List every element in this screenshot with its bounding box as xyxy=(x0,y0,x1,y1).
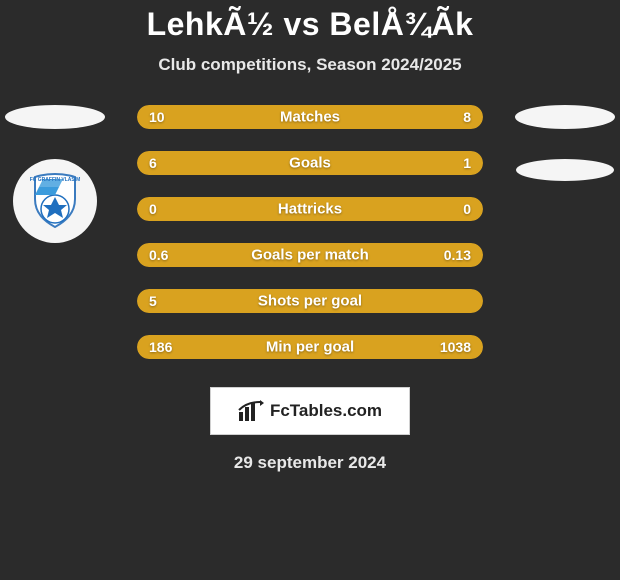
stat-value-right: 0.13 xyxy=(444,247,471,263)
stat-row-goals: 6 1 Goals xyxy=(137,151,483,175)
header: LehkÃ½ vs BelÅ¾Ãk Club competitions, Sea… xyxy=(0,0,620,75)
right-club-ellipse xyxy=(516,159,614,181)
stat-row-matches: 10 8 Matches xyxy=(137,105,483,129)
stat-row-goals-per-match: 0.6 0.13 Goals per match xyxy=(137,243,483,267)
stat-label: Goals xyxy=(289,155,331,172)
stat-value-left: 5 xyxy=(149,293,157,309)
stat-label: Matches xyxy=(280,109,340,126)
stat-value-left: 0 xyxy=(149,201,157,217)
stat-value-left: 186 xyxy=(149,339,172,355)
stat-value-right: 8 xyxy=(463,109,471,125)
stat-value-left: 6 xyxy=(149,155,157,171)
footer-date: 29 september 2024 xyxy=(0,453,620,473)
page-title: LehkÃ½ vs BelÅ¾Ãk xyxy=(0,6,620,43)
fctables-logo-icon xyxy=(238,400,264,422)
stat-value-left: 10 xyxy=(149,109,165,125)
left-name-ellipse xyxy=(5,105,105,129)
stat-row-hattricks: 0 0 Hattricks xyxy=(137,197,483,221)
stat-label: Goals per match xyxy=(251,247,369,264)
stat-value-right: 0 xyxy=(463,201,471,217)
stat-label: Shots per goal xyxy=(258,293,362,310)
stat-row-shots-per-goal: 5 Shots per goal xyxy=(137,289,483,313)
comparison-bars: 10 8 Matches 6 1 Goals 0 0 Hattricks 0.6 0.13 Goals… xyxy=(137,105,483,359)
stat-label: Min per goal xyxy=(266,339,354,356)
page-subtitle: Club competitions, Season 2024/2025 xyxy=(0,55,620,75)
right-player-column xyxy=(510,105,620,201)
stat-bar-right xyxy=(329,105,483,129)
stat-row-min-per-goal: 186 1038 Min per goal xyxy=(137,335,483,359)
stat-value-right: 1 xyxy=(463,155,471,171)
brand-label: FcTables.com xyxy=(270,401,382,421)
left-club-logo: FC GRAFFIN VLASIM xyxy=(13,159,97,243)
stat-value-right: 1038 xyxy=(440,339,471,355)
club-shield-icon: FC GRAFFIN VLASIM xyxy=(25,171,85,231)
brand-box[interactable]: FcTables.com xyxy=(210,387,410,435)
left-player-column: FC GRAFFIN VLASIM xyxy=(0,105,110,243)
right-name-ellipse xyxy=(515,105,615,129)
stat-bar-left xyxy=(137,151,400,175)
svg-text:FC GRAFFIN VLASIM: FC GRAFFIN VLASIM xyxy=(30,177,81,183)
stat-label: Hattricks xyxy=(278,201,342,218)
stat-value-left: 0.6 xyxy=(149,247,168,263)
content-area: FC GRAFFIN VLASIM 10 8 Matches 6 1 Goals 0 0 Hat… xyxy=(0,105,620,359)
